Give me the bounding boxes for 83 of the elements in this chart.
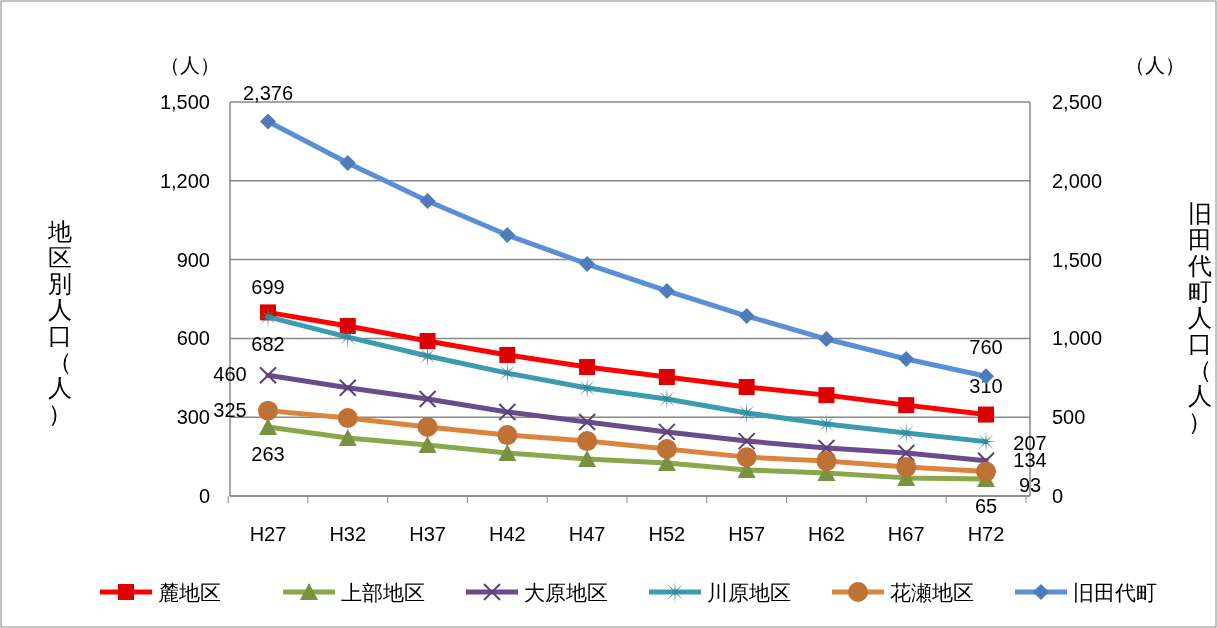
legend-label: 川原地区: [707, 581, 791, 604]
text: 旧田代町人口（人）: [1188, 200, 1212, 435]
data-label: 207: [1013, 431, 1047, 454]
point: [337, 407, 358, 428]
legend-label: 旧田代町: [1073, 581, 1157, 604]
point: [578, 412, 597, 431]
point: [259, 366, 277, 385]
point: [417, 416, 438, 437]
point: [656, 438, 677, 459]
point: [657, 422, 676, 441]
point: [498, 402, 517, 421]
point: [338, 428, 357, 446]
point: [339, 154, 356, 171]
point: [258, 400, 278, 421]
point: [260, 113, 276, 130]
data-label: 460: [213, 363, 247, 386]
x-tick-label: H37: [409, 523, 446, 545]
point: [818, 331, 835, 348]
data-label: 325: [213, 398, 247, 421]
y2-tick-label: 2,500: [1052, 91, 1103, 113]
point: [978, 406, 994, 423]
x-tick-label: H67: [887, 523, 925, 545]
y2-tick-label: 1,000: [1052, 327, 1103, 350]
point: [897, 443, 916, 462]
x-tick-label: H57: [728, 523, 766, 545]
point: [419, 192, 436, 209]
point: [497, 425, 518, 446]
point: [738, 378, 755, 395]
legend-label: 麓地区: [158, 581, 221, 604]
y2-tick-label: 2,000: [1052, 169, 1103, 192]
data-label: 760: [969, 336, 1003, 359]
point: [738, 308, 755, 325]
data-label: 2,376: [242, 81, 294, 104]
point: [818, 387, 835, 404]
point: [418, 436, 437, 454]
point: [498, 443, 517, 461]
x-tick-label: H62: [808, 523, 845, 545]
y2-tick-label: 1,500: [1052, 248, 1103, 271]
point: [418, 390, 437, 409]
point: [736, 447, 757, 468]
point: [579, 256, 596, 273]
y-tick-label: 0: [198, 485, 210, 507]
data-label: 93: [1018, 473, 1042, 496]
point: [499, 227, 516, 244]
point: [896, 457, 917, 478]
data-label: 699: [251, 276, 285, 299]
x-tick-label: H47: [568, 523, 606, 545]
y-tick-label: 1,500: [159, 91, 210, 113]
y-tick-label: 1,200: [159, 169, 210, 192]
y-tick-label: 600: [176, 327, 210, 350]
point: [499, 346, 516, 363]
legend-label: 花瀬地区: [890, 581, 974, 604]
x-tick-label: H32: [329, 523, 367, 545]
point: [737, 432, 756, 451]
point: [339, 318, 356, 335]
x-tick-label: H42: [488, 523, 526, 545]
text: （人）: [160, 54, 220, 76]
point: [419, 333, 436, 350]
point: [579, 359, 596, 376]
point: [658, 369, 675, 386]
point: [338, 378, 357, 397]
text: （人）: [1125, 54, 1185, 76]
point: [817, 438, 836, 457]
point: [816, 451, 837, 472]
data-label: 65: [974, 494, 998, 517]
y-tick-label: 300: [176, 406, 210, 429]
y-tick-label: 900: [176, 248, 210, 271]
y2-tick-label: 500: [1052, 406, 1086, 429]
data-label: 263: [251, 442, 285, 465]
y2-tick-label: 0: [1052, 485, 1064, 507]
x-tick-label: H52: [648, 523, 686, 545]
point: [578, 449, 597, 467]
y-axis-title: 地区別人口（人）: [47, 218, 72, 427]
point: [976, 461, 996, 482]
point: [898, 397, 915, 414]
legend-label: 上部地区: [341, 581, 425, 604]
point: [577, 431, 598, 452]
data-label: 682: [251, 332, 285, 355]
x-tick-label: H27: [249, 523, 287, 545]
point: [658, 282, 675, 299]
legend-label: 大原地区: [524, 581, 608, 604]
point: [898, 351, 915, 368]
x-tick-label: H72: [967, 523, 1005, 545]
